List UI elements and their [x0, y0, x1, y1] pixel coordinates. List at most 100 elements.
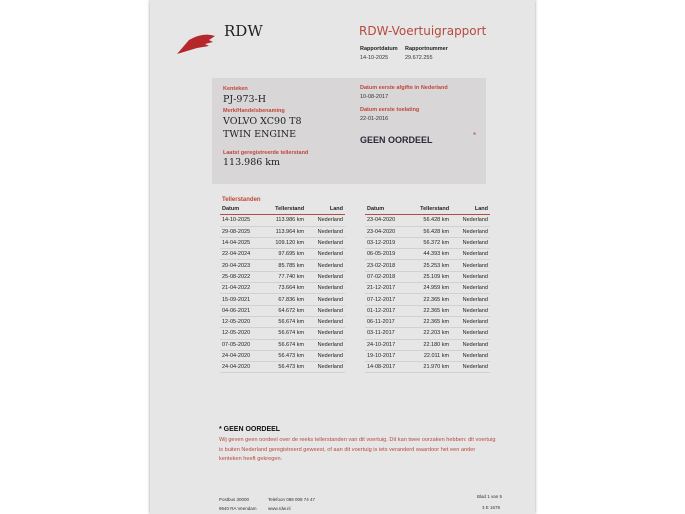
datum-cell: 14-04-2025: [220, 237, 263, 250]
tellerstand-cell: 56.674 km: [262, 316, 307, 329]
datum-cell: 21-04-2022: [220, 282, 263, 295]
rapportnummer: 29.672.255: [405, 55, 433, 61]
footer-web[interactable]: www.rdw.nl: [268, 506, 291, 511]
land-cell: Nederland: [451, 361, 490, 374]
col-tellerstand: Tellerstand: [262, 204, 307, 216]
col-land: Land: [306, 204, 345, 216]
footer-postbus: Postbus 30000: [219, 497, 250, 502]
merk-label: Merk/Handelsbenaming: [223, 108, 285, 114]
tellerstand-cell: 77.740 km: [262, 271, 307, 284]
datum-cell: 12-05-2020: [220, 316, 263, 329]
datum-cell: 19-10-2017: [365, 350, 408, 363]
tellerstand-cell: 64.672 km: [262, 305, 307, 317]
toelating-label: Datum eerste toelating: [360, 107, 420, 113]
land-cell: Nederland: [451, 339, 490, 351]
kenteken: PJ-973-H: [223, 94, 267, 105]
land-cell: Nederland: [306, 327, 345, 340]
tellerstand-cell: 56.428 km: [407, 226, 452, 238]
merk-line1: VOLVO XC90 T8: [223, 116, 302, 127]
rdw-logo-text: RDW: [224, 22, 263, 40]
afgifte-label: Datum eerste afgifte in Nederland: [360, 85, 448, 91]
tellerstand-cell: 22.365 km: [407, 316, 452, 329]
land-cell: Nederland: [451, 226, 490, 238]
table-row: 21-12-2017 24.959 km Nederland: [365, 282, 490, 295]
tellerstand-cell: 25.109 km: [407, 271, 452, 284]
datum-cell: 20-04-2023: [220, 259, 263, 272]
table-row: 12-05-2020 56.674 km Nederland: [220, 327, 345, 340]
table-row: 07-12-2017 22.365 km Nederland: [365, 293, 490, 306]
land-cell: Nederland: [451, 305, 490, 317]
table-row: 03-12-2019 56.372 km Nederland: [365, 237, 490, 250]
land-cell: Nederland: [306, 248, 345, 261]
report-title: RDW-Voertuigrapport: [359, 24, 487, 38]
land-cell: Nederland: [306, 350, 345, 363]
table-row: 04-06-2021 64.672 km Nederland: [220, 305, 345, 317]
teller: 113.986 km: [223, 157, 281, 168]
table-row: 15-09-2021 67.836 km Nederland: [220, 293, 345, 306]
land-cell: Nederland: [451, 237, 490, 250]
table-row: 21-04-2022 73.664 km Nederland: [220, 282, 345, 295]
land-cell: Nederland: [451, 214, 490, 227]
datum-cell: 07-02-2018: [365, 271, 408, 284]
land-cell: Nederland: [306, 214, 345, 227]
land-cell: Nederland: [451, 293, 490, 306]
tellerstand-cell: 113.986 km: [262, 214, 307, 227]
land-cell: Nederland: [306, 316, 345, 329]
afgifte: 10-08-2017: [360, 94, 389, 100]
col-datum: Datum: [365, 204, 408, 216]
datum-cell: 03-12-2019: [365, 237, 408, 250]
footer-page: Blad 1 van 5: [477, 494, 503, 499]
footer-telefoon: Telefoon 088 008 74 47: [268, 497, 316, 502]
table-row: 20-04-2023 85.785 km Nederland: [220, 259, 345, 272]
datum-cell: 07-12-2017: [365, 293, 408, 306]
datum-cell: 25-08-2022: [220, 271, 263, 284]
vehicle-info-box: [212, 78, 486, 184]
datum-cell: 24-10-2017: [365, 339, 408, 351]
datum-cell: 21-12-2017: [365, 282, 408, 295]
tellerstand-cell: 73.664 km: [262, 282, 307, 295]
datum-cell: 24-04-2020: [220, 350, 263, 363]
tellerstand-cell: 109.120 km: [262, 237, 307, 250]
tellerstand-cell: 21.970 km: [407, 361, 452, 374]
land-cell: Nederland: [451, 350, 490, 363]
table-row: 14-08-2017 21.970 km Nederland: [365, 361, 490, 374]
tellerstand-cell: 67.836 km: [262, 293, 307, 306]
tellerstand-cell: 56.674 km: [262, 327, 307, 340]
land-cell: Nederland: [306, 282, 345, 295]
rapportdatum-label: Rapportdatum: [360, 46, 398, 52]
col-land: Land: [451, 204, 490, 216]
tellerstand-cell: 25.253 km: [407, 259, 452, 272]
table-row: 29-08-2025 113.964 km Nederland: [220, 226, 345, 238]
tellerstand-cell: 24.959 km: [407, 282, 452, 295]
datum-cell: 01-12-2017: [365, 305, 408, 317]
table-row: 24-04-2020 56.473 km Nederland: [220, 350, 345, 363]
tellerstanden-title: Tellerstanden: [222, 197, 261, 203]
table-row: 12-05-2020 56.674 km Nederland: [220, 316, 345, 329]
tellerstand-cell: 22.203 km: [407, 327, 452, 340]
teller-label: Laatst geregistreerde tellerstand: [223, 150, 309, 156]
table-row: 06-11-2017 22.365 km Nederland: [365, 316, 490, 329]
kenteken-label: Kenteken: [223, 86, 248, 92]
note-title: * GEEN OORDEEL: [219, 426, 281, 433]
datum-cell: 14-08-2017: [365, 361, 408, 374]
land-cell: Nederland: [451, 327, 490, 340]
tellerstand-cell: 56.372 km: [407, 237, 452, 250]
table-row: 07-02-2018 25.109 km Nederland: [365, 271, 490, 284]
footer-code: 3 E 1678: [482, 505, 501, 510]
land-cell: Nederland: [306, 226, 345, 238]
datum-cell: 12-05-2020: [220, 327, 263, 340]
datum-cell: 22-04-2024: [220, 248, 263, 261]
land-cell: Nederland: [306, 259, 345, 272]
footer-postcode: 9640 RA Veendam: [219, 506, 257, 511]
datum-cell: 14-10-2025: [220, 214, 263, 227]
datum-cell: 29-08-2025: [220, 226, 263, 238]
land-cell: Nederland: [451, 259, 490, 272]
tellerstanden-table-left: Datum Tellerstand Land 14-10-2025 113.986 km…: [220, 204, 345, 374]
table-row: 24-10-2017 22.180 km Nederland: [365, 339, 490, 351]
rapportdatum: 14-10-2025: [360, 55, 389, 61]
tellerstand-cell: 56.674 km: [262, 339, 307, 351]
datum-cell: 06-05-2019: [365, 248, 408, 261]
rapportnummer-label: Rapportnummer: [405, 46, 448, 52]
toelating: 22-01-2016: [360, 116, 389, 122]
land-cell: Nederland: [306, 271, 345, 284]
